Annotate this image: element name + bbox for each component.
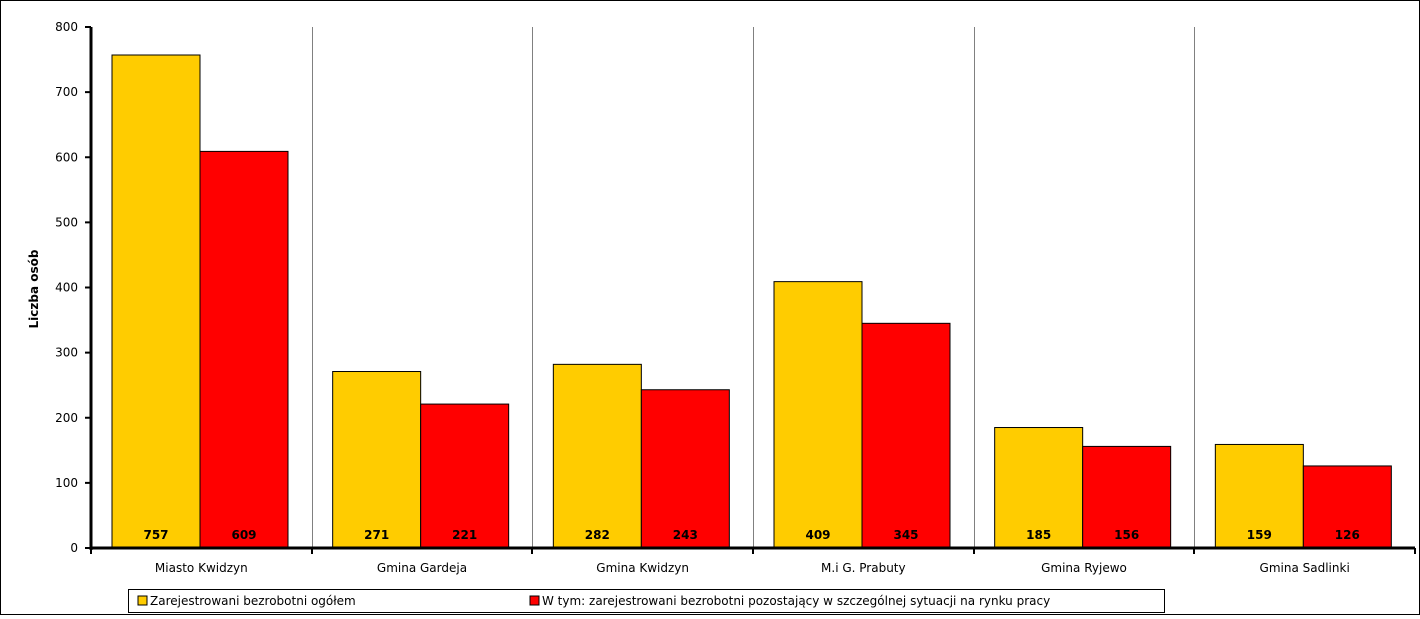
y-tick-label: 0 [70, 541, 78, 555]
bar-total-0 [111, 54, 201, 549]
bar-total-4 [994, 427, 1084, 549]
data-label: 282 [585, 528, 610, 542]
y-tick-label: 300 [55, 346, 78, 360]
data-label: 271 [364, 528, 389, 542]
data-label: 345 [893, 528, 918, 542]
y-tick-label: 800 [55, 20, 78, 34]
data-label: 185 [1026, 528, 1051, 542]
x-tick-label: Miasto Kwidzyn [155, 561, 248, 575]
bar-total-3 [773, 281, 863, 549]
bars [111, 54, 1392, 549]
legend-swatch [529, 595, 540, 606]
x-tick-label: M.i G. Prabuty [821, 561, 906, 575]
bar-total-1 [332, 371, 422, 549]
x-tick-label: Gmina Sadlinki [1260, 561, 1350, 575]
legend-entry: W tym: zarejestrowani bezrobotni pozosta… [542, 594, 1050, 608]
legend-box [128, 589, 1165, 613]
data-label: 609 [231, 528, 256, 542]
data-label: 156 [1114, 528, 1139, 542]
x-tick-labels: Miasto Kwidzyn Gmina Gardeja Gmina Kwidzyn… [155, 561, 1350, 575]
y-tick-label: 200 [55, 411, 78, 425]
value-labels: 757 609 271 221 282 243 409 345 185 156 159 126 [143, 528, 1359, 542]
x-tick-label: Gmina Ryjewo [1041, 561, 1127, 575]
data-label: 159 [1247, 528, 1272, 542]
category-separators [312, 27, 1195, 548]
bar-special-1 [420, 403, 510, 549]
x-tick-label: Gmina Gardeja [377, 561, 467, 575]
bar-special-4 [1082, 445, 1172, 549]
data-label: 126 [1335, 528, 1360, 542]
x-tick-label: Gmina Kwidzyn [596, 561, 689, 575]
y-tick-label: 500 [55, 215, 78, 229]
bar-special-5 [1302, 465, 1392, 549]
y-axis-label: Liczba osób [27, 249, 41, 328]
legend-swatch [137, 595, 148, 606]
data-label: 243 [673, 528, 698, 542]
y-tick-label: 700 [55, 85, 78, 99]
data-label: 409 [805, 528, 830, 542]
bar-special-0 [199, 150, 289, 549]
y-ticks: 0 100 200 300 400 500 600 700 800 [55, 20, 91, 555]
data-label: 221 [452, 528, 477, 542]
data-label: 757 [143, 528, 168, 542]
legend: Zarejestrowani bezrobotni ogółem W tym: z… [128, 589, 1165, 613]
y-tick-label: 400 [55, 281, 78, 295]
bar-total-2 [552, 363, 642, 549]
y-tick-label: 600 [55, 150, 78, 164]
legend-entry: Zarejestrowani bezrobotni ogółem [150, 594, 356, 608]
y-tick-label: 100 [55, 476, 78, 490]
bar-special-2 [640, 389, 730, 549]
bar-special-3 [861, 322, 951, 549]
